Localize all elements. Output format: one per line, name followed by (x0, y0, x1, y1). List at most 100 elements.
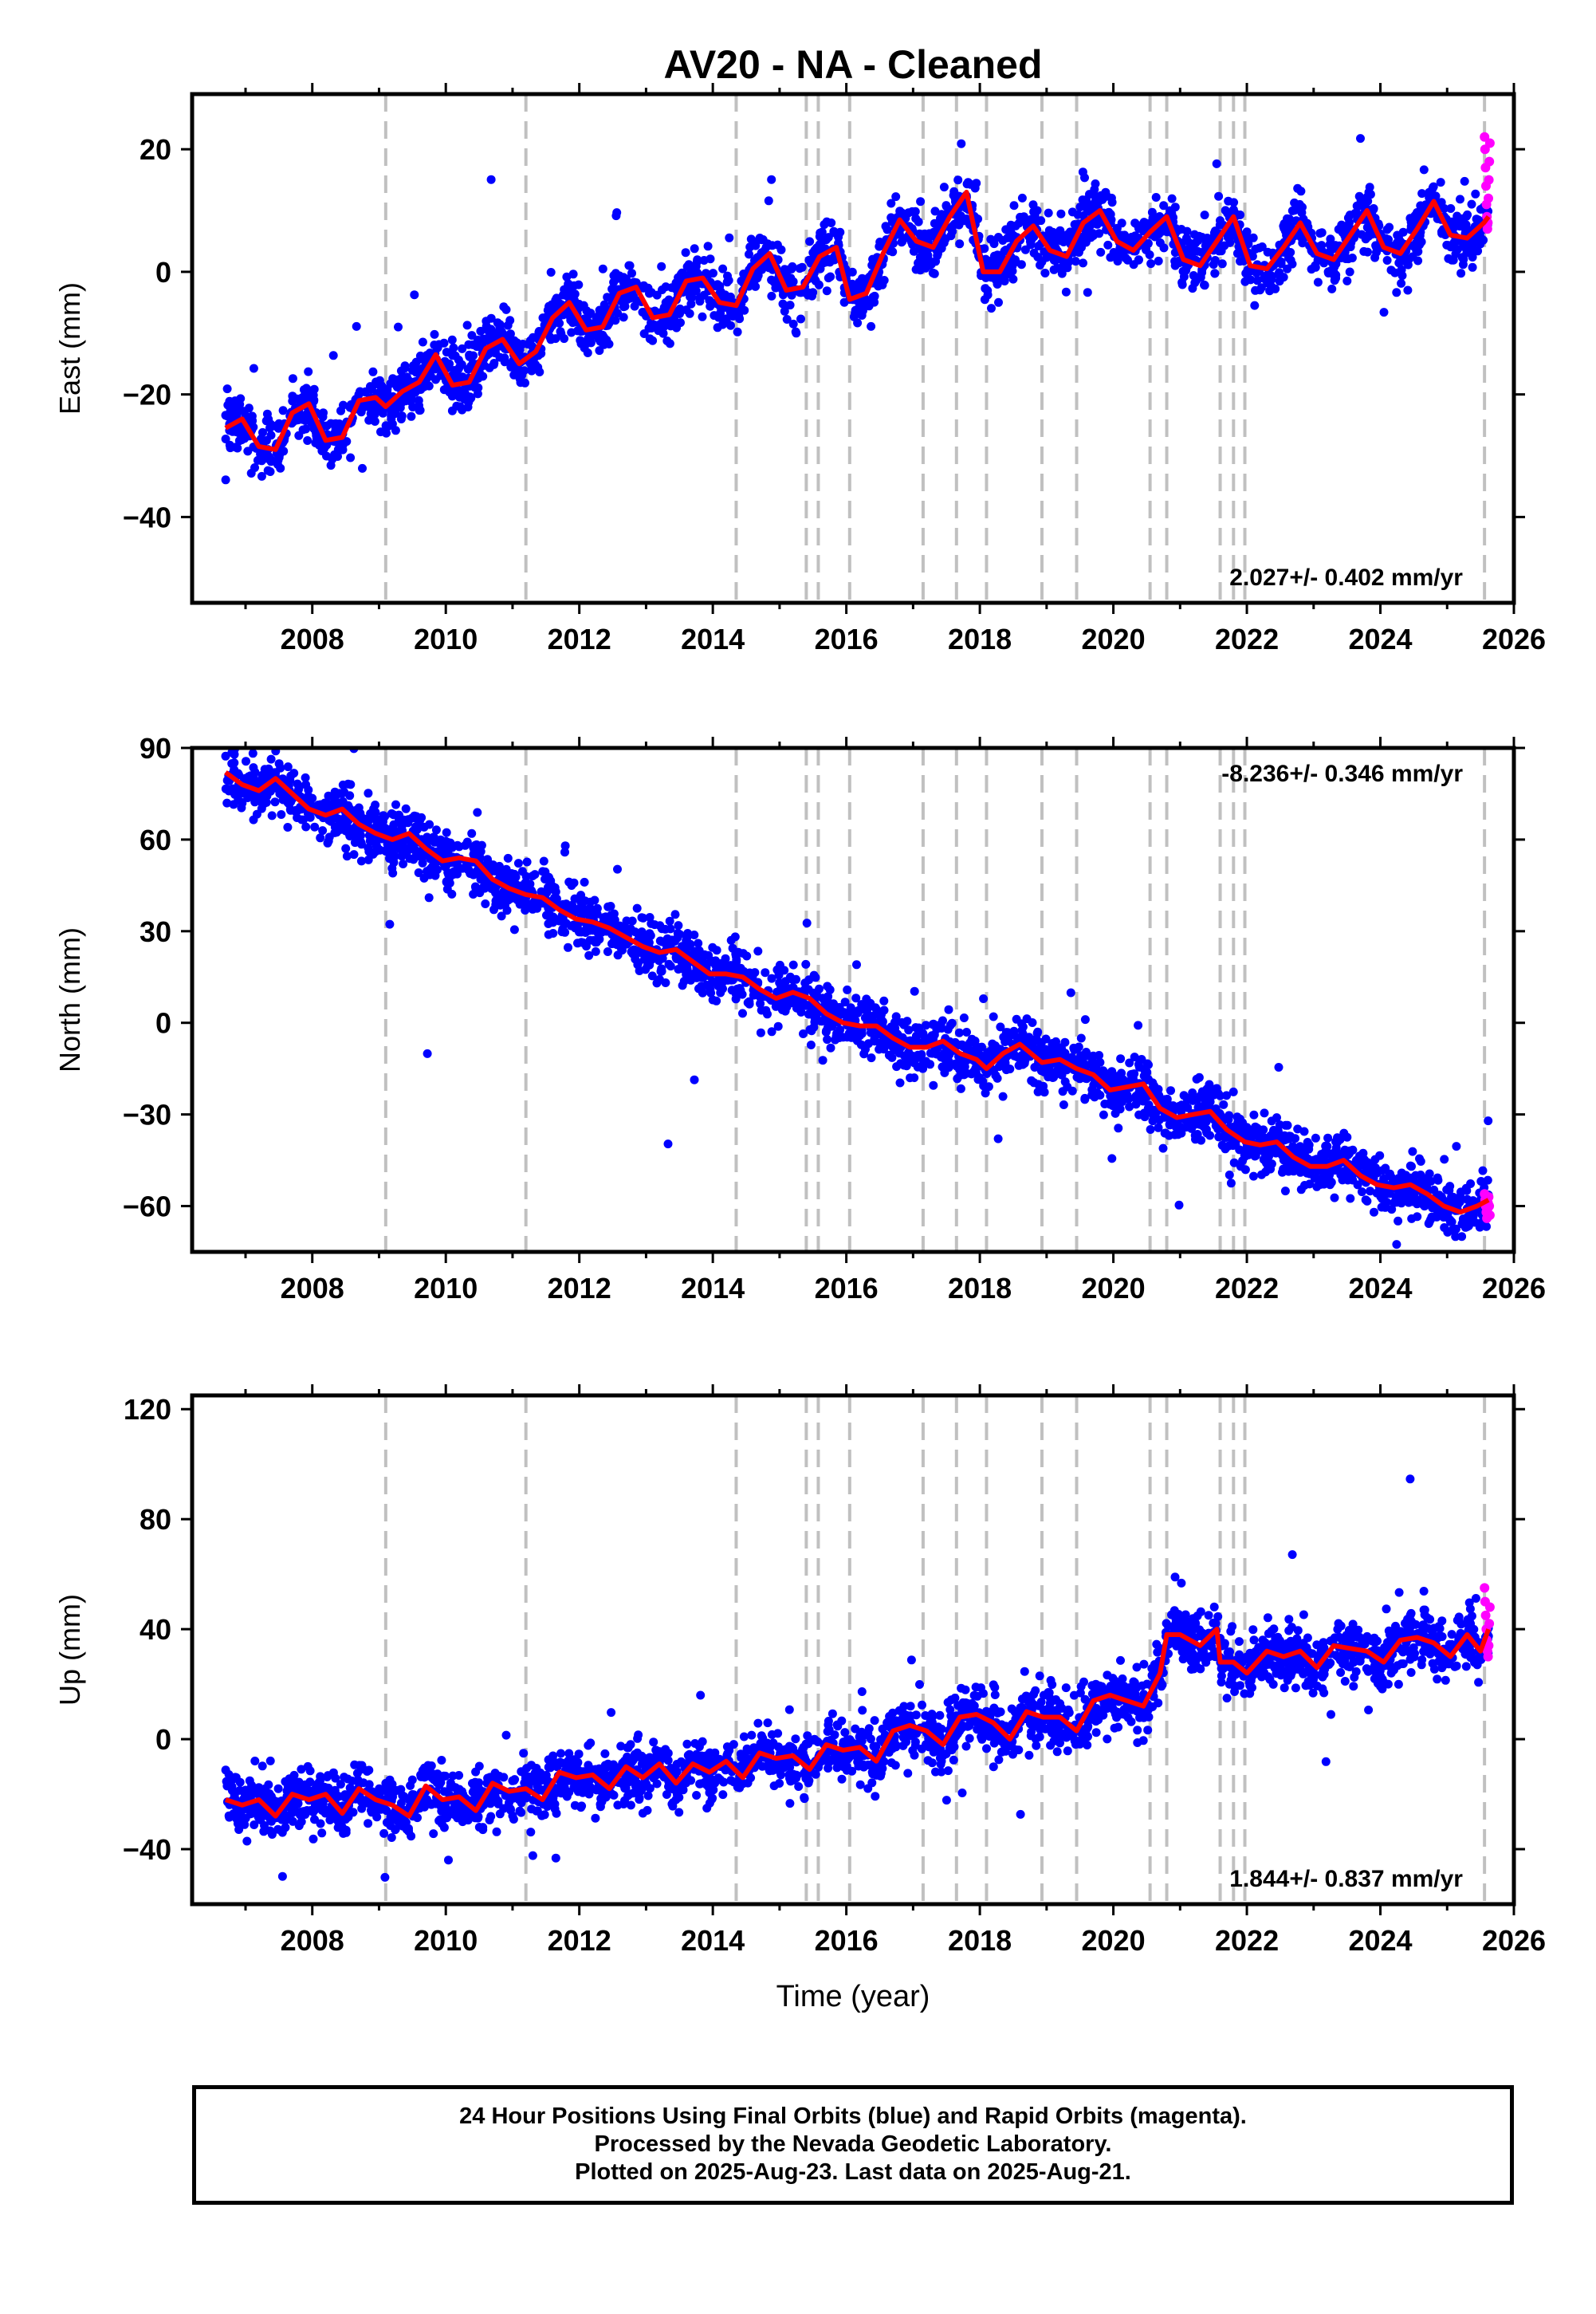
final-orbit-point (458, 344, 467, 353)
final-orbit-point (695, 297, 705, 306)
final-orbit-point (379, 811, 388, 821)
panel-frame (190, 92, 1516, 605)
final-orbit-point (955, 239, 965, 249)
final-orbit-point (1249, 1110, 1259, 1120)
final-orbit-point (1099, 1110, 1108, 1120)
final-orbit-point (1137, 1092, 1146, 1102)
final-orbit-point (1183, 1122, 1193, 1131)
final-orbit-point (1338, 1149, 1347, 1159)
final-orbit-point (1425, 187, 1434, 197)
final-orbit-point (1317, 1150, 1327, 1159)
final-orbit-point (1379, 308, 1389, 317)
final-orbit-point (1293, 1124, 1303, 1134)
final-orbit-point (916, 197, 926, 207)
final-orbit-point (1440, 1155, 1449, 1164)
final-orbit-point (1209, 228, 1219, 238)
final-orbit-point (1125, 1102, 1134, 1112)
final-orbit-points (221, 134, 1493, 485)
final-orbit-point (1012, 1033, 1022, 1042)
final-orbit-point (686, 299, 696, 309)
final-orbit-point (506, 362, 516, 372)
final-orbit-point (716, 988, 725, 998)
final-orbit-point (1345, 242, 1354, 251)
y-axis-label: East (mm) (53, 282, 86, 415)
final-orbit-point (719, 976, 729, 986)
final-orbit-point (1456, 195, 1464, 204)
final-orbit-point (474, 374, 483, 383)
rapid-orbit-point (1484, 193, 1493, 203)
final-orbit-point (764, 196, 773, 206)
final-orbit-point (312, 428, 320, 438)
panel-north: 2008 2010 2012 2014 2016 2018 2020 2022 2024 2026… (53, 727, 1546, 1305)
final-orbit-point (1413, 247, 1423, 256)
final-orbit-point (895, 207, 905, 216)
panel-east: 2008 2010 2012 2014 2016 2018 2020 2022 2024 2026… (53, 83, 1546, 655)
final-orbit-point (583, 317, 592, 326)
final-orbit-point (1356, 134, 1365, 144)
final-orbit-point (442, 348, 451, 357)
final-orbit-point (1159, 201, 1169, 211)
final-orbit-point (681, 248, 690, 258)
final-orbit-point (590, 895, 599, 905)
final-orbit-point (867, 321, 876, 331)
final-orbit-point (304, 785, 313, 795)
final-orbit-point (463, 865, 473, 875)
final-orbit-point (897, 238, 906, 247)
final-orbit-point (1357, 1187, 1366, 1197)
final-orbit-point (980, 1052, 989, 1061)
x-tick-label: 2022 (1215, 623, 1279, 655)
final-orbit-point (452, 372, 462, 381)
final-orbit-point (344, 779, 353, 789)
final-orbit-point (499, 302, 509, 312)
final-orbit-point (1219, 1100, 1228, 1109)
final-orbit-point (822, 286, 831, 296)
final-orbit-point (1297, 208, 1307, 218)
final-orbit-point (1189, 271, 1198, 280)
final-orbit-point (339, 400, 348, 410)
final-orbit-point (900, 1051, 909, 1061)
final-orbit-point (667, 283, 677, 293)
final-orbit-point (467, 331, 477, 340)
x-tick-label: 2014 (681, 623, 745, 655)
final-orbit-point (481, 899, 490, 908)
final-orbit-point (768, 241, 777, 250)
final-orbit-point (359, 727, 368, 736)
final-orbit-point (1307, 265, 1316, 274)
final-orbit-point (879, 276, 889, 285)
final-orbit-point (799, 1029, 808, 1038)
final-orbit-point (1195, 1102, 1205, 1112)
final-orbit-point (1076, 1033, 1086, 1043)
final-orbit-point (1299, 1127, 1309, 1136)
final-orbit-point (1080, 173, 1089, 183)
final-orbit-point (1111, 1108, 1120, 1118)
final-orbit-point (1140, 1112, 1150, 1122)
final-orbit-point (1408, 1197, 1417, 1206)
final-orbit-point (928, 1020, 938, 1029)
final-orbit-point (288, 374, 297, 384)
final-orbit-point (396, 415, 406, 423)
x-tick-label: 2026 (1482, 623, 1546, 655)
final-orbit-point (662, 336, 672, 345)
final-orbit-point (1010, 255, 1020, 265)
final-orbit-point (563, 283, 572, 293)
y-tick-label: −40 (123, 501, 171, 533)
final-orbit-point (952, 191, 961, 201)
final-orbit-point (1078, 195, 1087, 205)
final-orbit-point (1421, 1176, 1431, 1186)
final-orbit-point (931, 257, 941, 266)
final-orbit-point (767, 291, 776, 301)
final-orbit-point (859, 281, 868, 291)
rapid-orbit-points (1480, 132, 1495, 234)
final-orbit-point (1146, 1125, 1155, 1134)
final-orbit-point (788, 960, 798, 970)
final-orbit-point (1017, 1025, 1027, 1035)
final-orbit-point (1029, 207, 1039, 217)
final-orbit-point (1406, 218, 1416, 227)
final-orbit-point (726, 321, 735, 330)
final-orbit-point (920, 258, 930, 268)
final-orbit-point (1251, 244, 1260, 254)
final-orbit-point (1392, 1240, 1401, 1249)
final-orbit-point (973, 214, 983, 224)
final-orbit-point (962, 1028, 971, 1037)
final-orbit-point (906, 1073, 915, 1083)
